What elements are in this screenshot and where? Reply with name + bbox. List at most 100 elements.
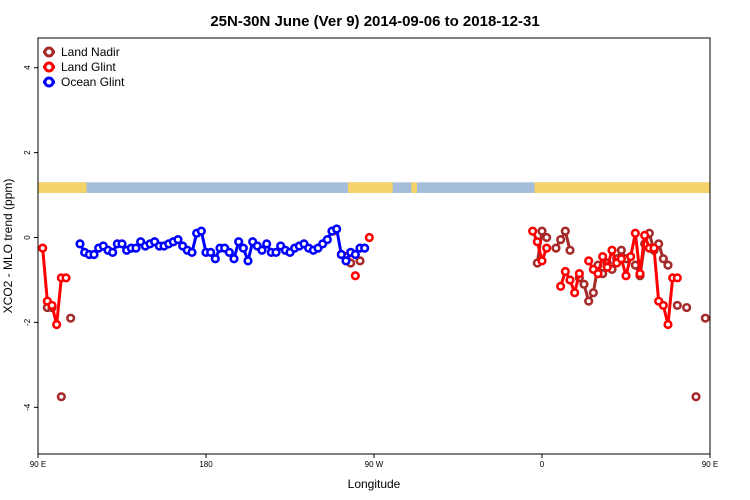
data-point-land-glint xyxy=(61,273,71,283)
legend: Land Nadir Land Glint Ocean Glint xyxy=(43,45,125,89)
chart-title: 25N-30N June (Ver 9) 2014-09-06 to 2018-… xyxy=(210,13,539,30)
data-point-ocean-glint xyxy=(271,247,281,257)
data-point-ocean-glint xyxy=(262,239,272,249)
data-point-land-nadir xyxy=(355,256,365,266)
data-point-ocean-glint xyxy=(108,247,118,257)
data-point-ocean-glint xyxy=(322,235,332,245)
data-point-land-nadir xyxy=(616,245,626,255)
data-point-ocean-glint xyxy=(350,249,360,260)
data-point-ocean-glint xyxy=(360,243,370,253)
data-point-land-nadir xyxy=(584,296,594,306)
data-point-land-glint xyxy=(672,273,682,283)
data-point-ocean-glint xyxy=(332,224,342,234)
land-segment-2 xyxy=(411,182,417,193)
data-point-ocean-glint xyxy=(173,235,183,245)
data-point-land-nadir xyxy=(556,235,566,245)
y-tick-label: -2 xyxy=(23,318,32,326)
land-segment-0 xyxy=(38,182,87,193)
data-point-land-glint xyxy=(630,228,640,238)
x-tick-label: 90 E xyxy=(702,460,718,469)
legend-label-ocean-glint: Ocean Glint xyxy=(61,75,125,89)
legend-entry-ocean-glint: Ocean Glint xyxy=(43,75,125,89)
data-point-land-glint xyxy=(560,266,570,277)
data-point-land-glint xyxy=(663,319,673,330)
data-point-land-glint xyxy=(584,256,594,266)
y-tick-label: 4 xyxy=(23,65,32,70)
data-point-land-nadir xyxy=(66,313,76,323)
data-point-ocean-glint xyxy=(336,249,346,260)
y-axis-label: XCO2 - MLO trend (ppm) xyxy=(1,179,15,314)
data-point-land-glint xyxy=(607,245,617,255)
data-point-ocean-glint xyxy=(187,247,197,257)
data-point-ocean-glint xyxy=(257,245,267,255)
series-line-land-nadir xyxy=(554,229,572,251)
legend-label-land-glint: Land Glint xyxy=(61,60,116,74)
data-point-land-glint xyxy=(47,300,57,311)
data-point-ocean-glint xyxy=(206,247,216,257)
data-point-land-glint xyxy=(640,230,650,240)
series-line-land-glint xyxy=(587,231,678,327)
x-tick-label: 90 E xyxy=(30,460,46,469)
data-point-land-glint xyxy=(38,243,48,253)
data-point-land-nadir xyxy=(542,232,552,243)
data-point-land-nadir xyxy=(663,260,673,270)
data-point-ocean-glint xyxy=(229,254,239,264)
data-point-land-glint xyxy=(635,268,645,279)
data-point-land-nadir xyxy=(537,226,547,236)
data-point-land-glint xyxy=(565,275,575,285)
data-point-land-glint xyxy=(598,252,608,262)
land-ocean-band xyxy=(38,182,710,193)
series-line-land-glint xyxy=(531,230,549,263)
data-point-ocean-glint xyxy=(89,249,99,260)
x-tick-label: 90 W xyxy=(365,460,384,469)
data-point-ocean-glint xyxy=(238,243,248,253)
data-point-land-glint xyxy=(350,271,360,281)
data-point-land-glint xyxy=(52,319,62,330)
legend-marker-land-glint xyxy=(43,61,55,73)
data-point-land-glint xyxy=(537,256,547,266)
data-point-ocean-glint xyxy=(234,237,244,247)
data-point-land-nadir xyxy=(672,300,682,311)
series-line-land-glint xyxy=(41,247,66,327)
data-point-ocean-glint xyxy=(131,243,141,253)
data-point-land-nadir xyxy=(579,279,589,289)
data-point-land-nadir xyxy=(551,243,561,253)
data-point-land-glint xyxy=(542,243,552,253)
data-point-land-glint xyxy=(626,252,636,262)
data-point-land-glint xyxy=(602,262,612,272)
x-tick-label: 0 xyxy=(540,460,545,469)
data-point-land-glint xyxy=(364,232,374,243)
x-axis: 90 E 180 90 W 0 90 E xyxy=(30,454,718,469)
data-point-land-glint xyxy=(556,281,566,291)
land-segment-1 xyxy=(347,182,393,193)
data-point-land-nadir xyxy=(56,392,66,402)
data-point-land-nadir xyxy=(565,245,575,255)
data-point-land-glint xyxy=(616,254,626,264)
data-point-land-glint xyxy=(649,243,659,253)
data-point-land-glint xyxy=(570,288,580,298)
data-point-ocean-glint xyxy=(341,256,351,266)
y-tick-label: -4 xyxy=(23,403,32,411)
data-point-land-nadir xyxy=(691,392,701,402)
data-point-land-nadir xyxy=(588,288,598,298)
data-point-land-nadir xyxy=(682,302,692,313)
series-ocean-glint xyxy=(75,224,370,266)
legend-entry-land-glint: Land Glint xyxy=(43,60,116,74)
y-tick-label: 0 xyxy=(23,235,32,240)
data-point-land-nadir xyxy=(658,254,668,264)
data-point-ocean-glint xyxy=(196,226,206,236)
data-point-land-glint xyxy=(574,268,584,279)
legend-label-land-nadir: Land Nadir xyxy=(61,45,120,59)
data-point-land-glint xyxy=(528,226,538,236)
y-axis: -4 -2 0 2 4 xyxy=(23,65,38,411)
legend-marker-ocean-glint xyxy=(43,76,55,88)
legend-entry-land-nadir: Land Nadir xyxy=(43,45,120,59)
series-land-glint xyxy=(38,226,682,330)
data-point-land-nadir xyxy=(560,226,570,236)
x-axis-label: Longitude xyxy=(348,477,401,491)
data-point-land-glint xyxy=(658,300,668,311)
data-point-land-glint xyxy=(621,271,631,281)
data-point-land-nadir xyxy=(700,313,710,323)
x-tick-label: 180 xyxy=(199,460,213,469)
